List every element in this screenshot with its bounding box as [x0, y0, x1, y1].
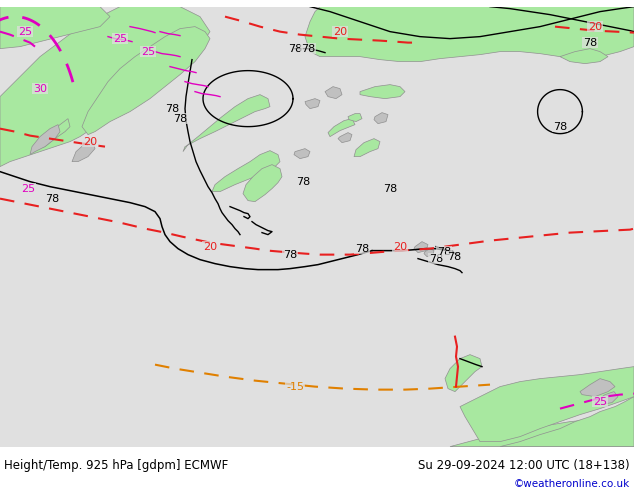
Polygon shape — [338, 133, 352, 143]
Text: 20: 20 — [83, 137, 97, 147]
Polygon shape — [354, 139, 380, 157]
Text: -15: -15 — [286, 382, 304, 392]
Polygon shape — [243, 165, 282, 201]
Polygon shape — [305, 7, 634, 62]
Polygon shape — [305, 98, 320, 109]
Text: 78: 78 — [355, 244, 369, 254]
Polygon shape — [183, 95, 270, 151]
Polygon shape — [0, 7, 210, 167]
Polygon shape — [560, 415, 634, 446]
Polygon shape — [72, 139, 95, 162]
Text: 20: 20 — [588, 22, 602, 32]
Text: 78: 78 — [296, 176, 310, 187]
Polygon shape — [0, 7, 110, 49]
Text: 78: 78 — [583, 38, 597, 48]
Polygon shape — [348, 114, 362, 122]
Text: 78: 78 — [429, 254, 443, 264]
Polygon shape — [580, 379, 615, 396]
Text: 25: 25 — [113, 34, 127, 44]
Polygon shape — [82, 26, 210, 135]
Polygon shape — [325, 87, 342, 98]
Polygon shape — [460, 367, 634, 441]
Polygon shape — [294, 148, 310, 159]
Text: 78: 78 — [173, 114, 187, 123]
Text: 78: 78 — [437, 246, 451, 257]
Polygon shape — [450, 416, 634, 446]
Text: 78: 78 — [383, 184, 397, 194]
Text: Height/Temp. 925 hPa [gdpm] ECMWF: Height/Temp. 925 hPa [gdpm] ECMWF — [4, 459, 228, 472]
Text: Su 29-09-2024 12:00 UTC (18+138): Su 29-09-2024 12:00 UTC (18+138) — [418, 459, 630, 472]
Polygon shape — [38, 119, 70, 148]
Text: 78: 78 — [165, 103, 179, 114]
Polygon shape — [414, 242, 428, 253]
Text: ©weatheronline.co.uk: ©weatheronline.co.uk — [514, 479, 630, 489]
Polygon shape — [212, 150, 280, 192]
Polygon shape — [328, 119, 355, 137]
Text: 30: 30 — [33, 84, 47, 94]
Text: 20: 20 — [393, 242, 407, 252]
Text: 78: 78 — [288, 44, 302, 53]
Text: 78: 78 — [283, 249, 297, 260]
Text: 25: 25 — [141, 47, 155, 57]
Polygon shape — [500, 396, 634, 446]
Text: 25: 25 — [21, 184, 35, 194]
Polygon shape — [360, 85, 405, 98]
Text: 25: 25 — [18, 26, 32, 37]
Text: 20: 20 — [203, 242, 217, 252]
Polygon shape — [595, 392, 618, 405]
Polygon shape — [374, 113, 388, 123]
Text: 78: 78 — [45, 194, 59, 204]
Text: 78: 78 — [553, 122, 567, 132]
Polygon shape — [560, 49, 608, 64]
Text: 78: 78 — [301, 44, 315, 53]
Polygon shape — [30, 124, 60, 155]
Polygon shape — [424, 248, 434, 257]
Text: 78: 78 — [447, 252, 461, 262]
Polygon shape — [445, 355, 482, 392]
Text: 25: 25 — [593, 396, 607, 407]
Text: 20: 20 — [333, 26, 347, 37]
